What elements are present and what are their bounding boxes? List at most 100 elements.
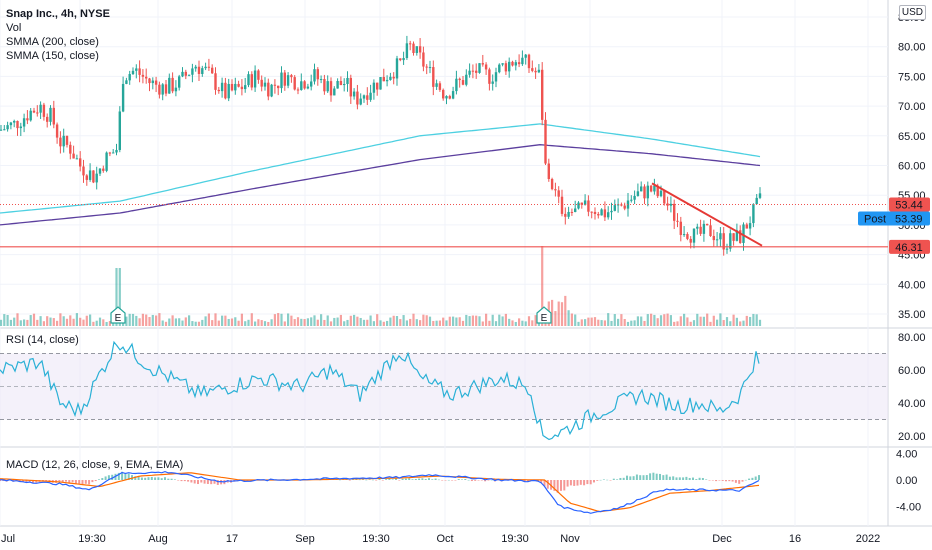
volume-bar	[356, 316, 359, 326]
macd-histogram-bar	[540, 480, 543, 483]
volume-bar	[574, 314, 577, 326]
candle-body	[729, 233, 732, 249]
candle-body	[29, 110, 32, 121]
macd-histogram-bar	[32, 480, 34, 483]
earnings-marker-oct[interactable]: E	[536, 306, 552, 324]
volume-bar	[29, 315, 32, 326]
rsi-legend[interactable]: RSI (14, close)	[6, 334, 79, 346]
macd-axis[interactable]: 4.00 0.00 -4.00	[896, 449, 921, 514]
candle-body	[435, 83, 438, 87]
candle-body	[673, 203, 676, 221]
candle-body	[244, 85, 247, 90]
volume-bar	[405, 320, 408, 326]
volume-bar	[141, 313, 144, 326]
volume-bar	[42, 321, 45, 326]
volume-bar	[329, 321, 333, 326]
volume-bar	[683, 313, 686, 326]
trendline[interactable]	[651, 182, 763, 247]
candle-body	[98, 168, 102, 174]
macd-histogram-bar	[58, 480, 61, 482]
currency-label[interactable]: USD	[898, 5, 926, 20]
volume-bar	[461, 320, 465, 326]
time-axis[interactable]: Jul 19:30 Aug 17 Sep 19:30 Oct 19:30 Nov Dec 16 202…	[1, 533, 880, 545]
volume-bar	[386, 320, 389, 326]
macd-histogram-bar	[78, 480, 81, 484]
volume-bar	[518, 318, 521, 326]
candle-body	[676, 220, 679, 222]
volume-bar	[498, 314, 501, 326]
macd-histogram-bar	[368, 479, 371, 480]
candle-body	[385, 79, 389, 82]
macd-histogram-bar	[22, 480, 25, 482]
volume-bar	[560, 302, 564, 326]
volume-bar	[524, 321, 527, 326]
macd-histogram-bar	[662, 475, 665, 480]
volume-bar	[432, 320, 435, 326]
volume-bar	[343, 321, 346, 326]
volume-bar	[98, 317, 102, 326]
candle-body	[402, 58, 405, 61]
macd-histogram-bar	[497, 480, 500, 481]
candle-body	[349, 77, 352, 97]
candle-body	[501, 63, 504, 65]
candle-body	[333, 88, 336, 96]
macd-histogram-bar	[589, 480, 592, 485]
volume-bar	[69, 315, 72, 326]
candle-body	[181, 71, 184, 77]
candle-body	[263, 82, 267, 87]
candle-body	[560, 196, 564, 214]
price-axis[interactable]: 85.0080.0075.0070.0065.0060.0055.0050.00…	[898, 12, 926, 321]
macd-histogram-bar	[447, 479, 450, 481]
macd-histogram-bar	[464, 478, 467, 480]
candle-body	[197, 66, 201, 74]
candle-body	[593, 211, 597, 214]
volume-bar	[458, 317, 461, 326]
macd-histogram-bar	[147, 477, 150, 480]
candle-body	[524, 54, 527, 58]
candle-body	[102, 168, 105, 171]
candle-body	[389, 76, 392, 80]
volume-bar	[758, 319, 762, 326]
legend-smma-200[interactable]: SMMA (200, close)	[6, 36, 99, 48]
macd-histogram-bar	[111, 474, 114, 480]
macd-histogram-bar	[655, 473, 658, 480]
macd-histogram-bar	[543, 480, 546, 487]
volume-bar	[610, 320, 613, 326]
macd-histogram-bar	[371, 479, 374, 481]
candle-body	[95, 173, 98, 183]
candle-body	[253, 70, 257, 88]
macd-histogram-bar	[451, 480, 454, 481]
symbol-title[interactable]: Snap Inc., 4h, NYSE	[6, 8, 110, 20]
volume-bar	[504, 313, 507, 326]
earnings-marker-aug[interactable]: E	[110, 306, 126, 324]
macd-histogram-bar	[107, 475, 110, 480]
candle-body	[339, 80, 343, 86]
rsi-axis[interactable]: 80.00 60.00 40.00 20.00	[898, 332, 926, 443]
volume-bar	[62, 316, 65, 326]
macd-histogram-bar	[682, 477, 685, 480]
legend-volume[interactable]: Vol	[6, 22, 22, 34]
volume-bar	[194, 321, 197, 326]
volume-bar	[597, 319, 600, 326]
candle-body	[92, 170, 95, 183]
volume-bar	[491, 314, 494, 326]
candle-body	[138, 68, 141, 75]
candle-body	[293, 77, 296, 90]
macd-histogram-bar	[467, 479, 470, 481]
volume-bar	[382, 321, 385, 326]
candle-body	[336, 80, 339, 89]
volume-bar	[181, 320, 184, 326]
volume-bar	[656, 318, 659, 326]
candle-body	[230, 83, 234, 91]
volume-bar	[92, 321, 95, 326]
macd-legend[interactable]: MACD (12, 26, close, 9, EMA, EMA)	[6, 459, 184, 471]
candle-body	[547, 163, 550, 179]
main-pane[interactable]	[0, 0, 888, 328]
legend-smma-150[interactable]: SMMA (150, close)	[6, 50, 99, 62]
candle-body	[666, 203, 669, 206]
volume-bar	[719, 313, 722, 326]
macd-histogram-bar	[593, 480, 595, 483]
macd-histogram-bar	[553, 480, 556, 491]
candle-body	[633, 195, 636, 200]
